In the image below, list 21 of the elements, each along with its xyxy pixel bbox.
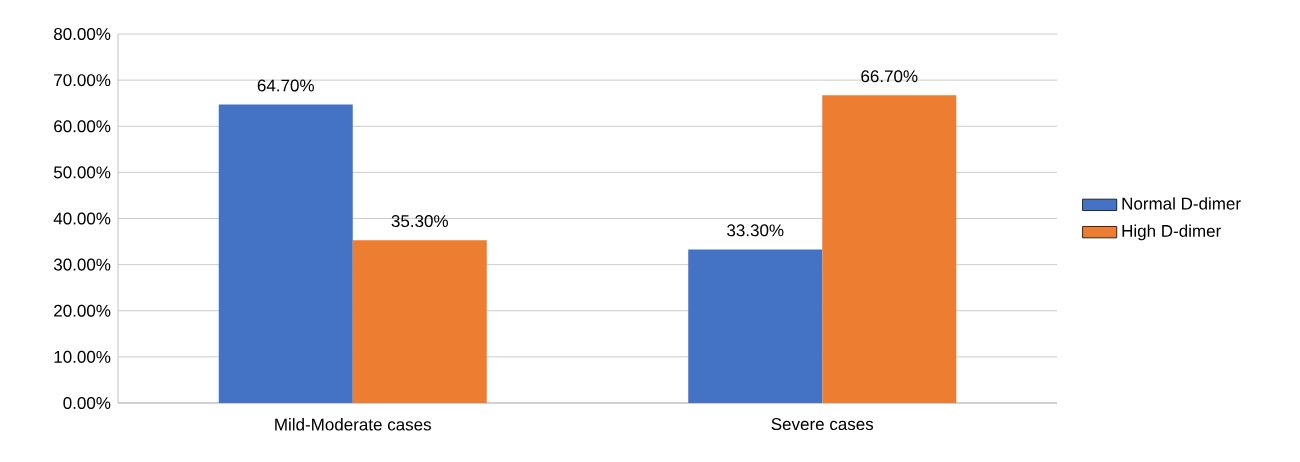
data-label: 66.70%: [861, 70, 918, 83]
x-tick-label: Severe cases: [771, 418, 874, 431]
y-tick-label: 40.00%: [53, 212, 111, 225]
bar: [688, 249, 823, 403]
y-tick-label: 10.00%: [54, 350, 111, 363]
legend-label: Normal D-dimer: [1122, 197, 1241, 210]
y-tick-label: 80.00%: [54, 28, 111, 41]
bar: [218, 104, 353, 403]
bar: [352, 240, 487, 403]
y-tick-label: 0.00%: [63, 397, 111, 410]
data-label: 35.30%: [391, 215, 448, 228]
y-tick-label: 50.00%: [53, 166, 111, 179]
data-label: 33.30%: [727, 224, 784, 237]
y-tick-label: 60.00%: [54, 120, 111, 133]
data-label: 64.70%: [257, 79, 314, 92]
y-tick-label: 30.00%: [53, 258, 111, 271]
y-tick-label: 20.00%: [54, 304, 111, 317]
x-tick-label: Mild-Moderate cases: [275, 418, 431, 431]
legend-label: High D-dimer: [1122, 224, 1221, 241]
bar: [822, 95, 957, 403]
y-tick-label: 70.00%: [54, 74, 111, 87]
